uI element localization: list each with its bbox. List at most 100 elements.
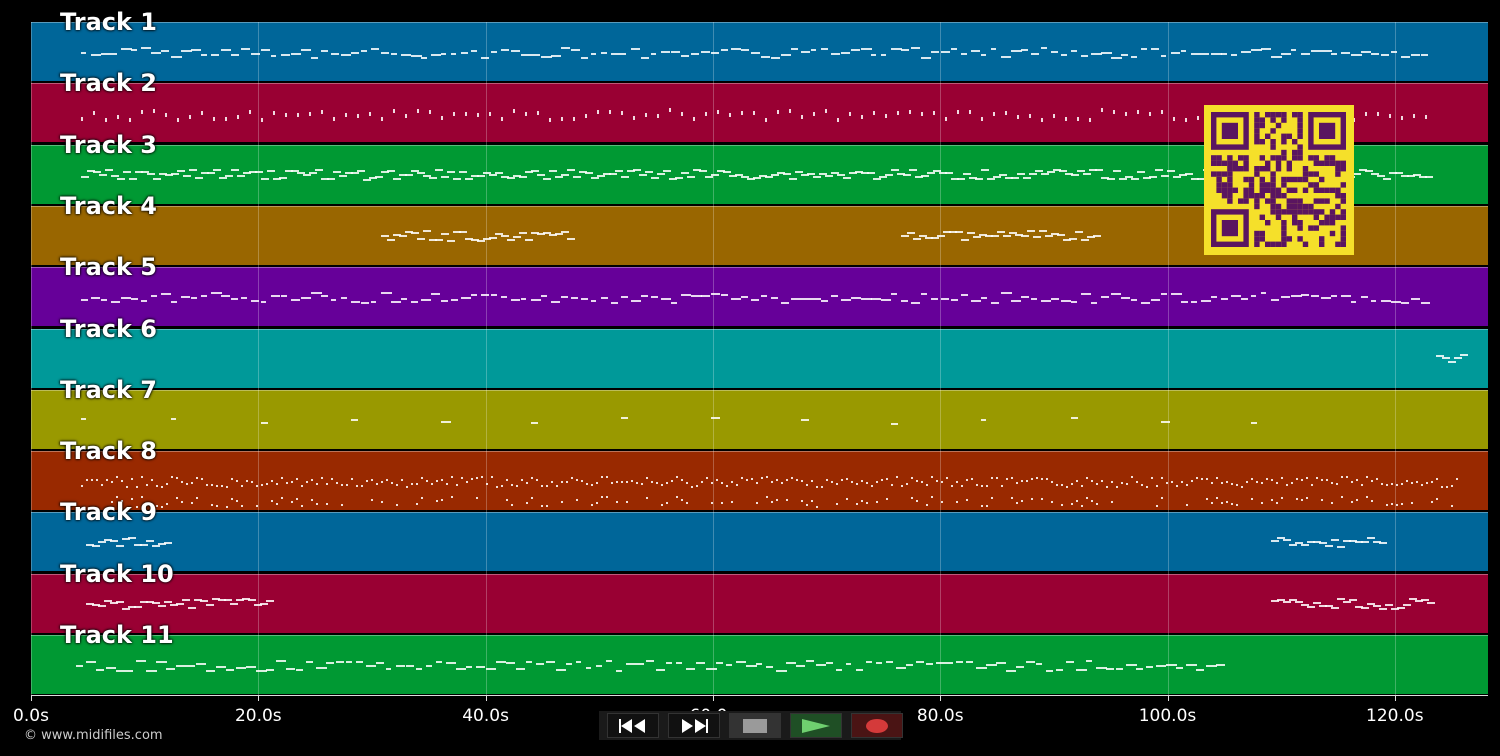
- note: [297, 172, 305, 175]
- note: [627, 170, 635, 173]
- tick-mark: [31, 695, 32, 701]
- note: [571, 296, 578, 299]
- play-button[interactable]: [790, 713, 842, 738]
- note: [879, 176, 887, 179]
- note: [806, 660, 815, 663]
- note: [141, 300, 148, 303]
- note: [566, 663, 573, 666]
- note: [101, 299, 107, 302]
- stop-button[interactable]: [729, 713, 781, 738]
- note: [1251, 48, 1262, 51]
- note: [303, 174, 311, 177]
- note: [925, 236, 933, 239]
- note: [1451, 505, 1453, 508]
- note: [881, 299, 892, 302]
- note: [826, 479, 828, 482]
- note: [741, 295, 749, 298]
- note: [1047, 170, 1055, 173]
- note: [1331, 501, 1333, 504]
- note: [1005, 176, 1013, 179]
- note: [1241, 297, 1249, 300]
- note: [261, 178, 269, 181]
- note: [1385, 603, 1393, 606]
- note: [913, 238, 921, 240]
- note: [281, 294, 288, 297]
- note: [495, 233, 503, 236]
- note: [249, 170, 257, 173]
- note: [1271, 499, 1273, 502]
- note: [1081, 505, 1083, 508]
- note: [1091, 302, 1098, 305]
- note: [873, 111, 875, 116]
- note: [261, 422, 268, 425]
- note: [573, 175, 581, 178]
- note: [266, 482, 268, 485]
- rewind-button[interactable]: [607, 713, 659, 738]
- note: [937, 235, 945, 238]
- note: [881, 54, 887, 57]
- note: [201, 295, 208, 298]
- note: [511, 503, 513, 506]
- note: [1003, 235, 1011, 237]
- note: [1146, 485, 1148, 488]
- fast-forward-button[interactable]: [668, 713, 720, 738]
- note: [411, 482, 413, 485]
- note: [285, 113, 287, 118]
- track-label: Track 11: [60, 621, 174, 649]
- note: [1091, 479, 1093, 482]
- note: [756, 501, 758, 504]
- note: [511, 298, 521, 301]
- note: [567, 169, 575, 172]
- note: [1413, 113, 1415, 118]
- note: [421, 299, 432, 302]
- note: [991, 47, 997, 50]
- note: [1401, 115, 1403, 120]
- note: [1137, 110, 1139, 115]
- note: [843, 176, 851, 179]
- note: [776, 498, 778, 501]
- note: [861, 115, 863, 120]
- note: [134, 605, 142, 608]
- note: [591, 176, 599, 179]
- note: [1251, 498, 1253, 501]
- note: [1131, 177, 1139, 180]
- note: [1221, 297, 1228, 300]
- note: [1095, 168, 1103, 171]
- note: [391, 53, 398, 56]
- note: [831, 53, 841, 56]
- note: [1033, 236, 1041, 239]
- note: [110, 540, 118, 543]
- note: [711, 52, 719, 55]
- note: [597, 109, 599, 114]
- note: [131, 297, 138, 300]
- note: [1111, 293, 1121, 296]
- note: [406, 485, 408, 488]
- note: [571, 476, 573, 479]
- record-button[interactable]: [851, 713, 903, 738]
- note: [357, 169, 365, 172]
- note: [1171, 52, 1180, 55]
- note: [927, 172, 935, 175]
- note: [1071, 50, 1077, 53]
- track-label: Track 4: [60, 191, 158, 220]
- note: [1343, 600, 1351, 603]
- note: [396, 484, 398, 487]
- note: [1086, 477, 1088, 480]
- note: [1096, 667, 1107, 670]
- note: [601, 51, 607, 54]
- note: [306, 481, 308, 484]
- note: [196, 662, 206, 665]
- note: [101, 52, 112, 55]
- note: [531, 231, 539, 234]
- note: [471, 294, 478, 297]
- note: [1061, 300, 1071, 303]
- note: [751, 51, 761, 54]
- note: [1396, 503, 1398, 506]
- note: [846, 497, 848, 500]
- note: [1361, 541, 1369, 544]
- note: [591, 503, 593, 506]
- note: [561, 231, 569, 234]
- note: [699, 170, 707, 173]
- note: [1277, 537, 1285, 540]
- note: [459, 230, 467, 233]
